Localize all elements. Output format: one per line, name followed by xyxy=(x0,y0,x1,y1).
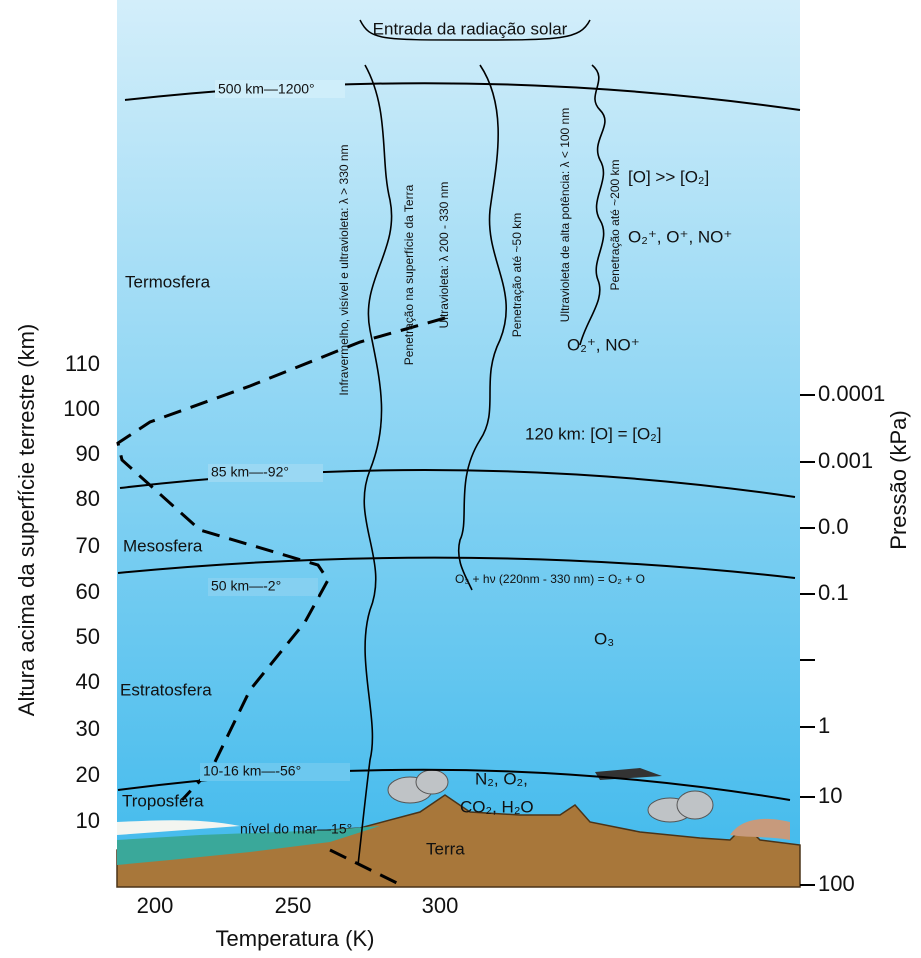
axis-title: Temperatura (K) xyxy=(216,926,375,951)
tick-label: 250 xyxy=(275,893,312,918)
radiation-waves xyxy=(357,64,606,866)
chem-label: N₂, O₂, xyxy=(475,769,528,788)
tick-label: 0.001 xyxy=(818,448,873,473)
chem-label: O₂⁺, NO⁺ xyxy=(567,335,640,354)
tick-label: 100 xyxy=(63,396,100,421)
sea xyxy=(117,826,380,865)
label-bg xyxy=(208,578,318,596)
chemistry-labels: [O] >> [O₂] O₂⁺, O⁺, NO⁺ 120 km: [O] = [… xyxy=(455,167,732,816)
ground xyxy=(116,794,801,888)
boundary-label: 85 km—-92° xyxy=(211,464,289,480)
cloud xyxy=(647,790,714,823)
chem-label: O₂⁺, O⁺, NO⁺ xyxy=(628,227,732,246)
tick-label: 100 xyxy=(818,871,855,896)
temperature-profile xyxy=(329,848,406,889)
radiation-labels: Infravermelho, visível e ultravioleta: λ… xyxy=(337,108,622,396)
tick-label: 20 xyxy=(76,762,100,787)
radiation-label: Ultravioleta: λ 200 - 330 nm xyxy=(437,182,451,329)
boundary-label: nível do mar—15° xyxy=(240,821,352,837)
axis-title: Pressão (kPa) xyxy=(886,410,911,549)
tick-label: 0.0 xyxy=(818,514,849,539)
brace xyxy=(359,19,591,41)
volcano-plume xyxy=(730,818,790,840)
boundary-label: 500 km—1200° xyxy=(218,81,315,97)
tick-label: 60 xyxy=(76,579,100,604)
tick-label: 200 xyxy=(137,893,174,918)
tick-label: 0.0001 xyxy=(818,381,885,406)
radiation-label: Infravermelho, visível e ultravioleta: λ… xyxy=(337,144,351,395)
tick-label: 70 xyxy=(76,533,100,558)
label-bg xyxy=(208,464,323,482)
chem-label: [O] >> [O₂] xyxy=(628,167,709,186)
ice xyxy=(117,820,240,835)
chem-label: O₃ xyxy=(594,629,614,648)
right-axis: 0.0001 0.001 0.0 0.1 1 10 100 xyxy=(818,381,885,896)
tick-label: 10 xyxy=(76,808,100,833)
layer-label: Troposfera xyxy=(122,791,204,810)
tick-label: 0.1 xyxy=(818,580,849,605)
layer-labels: Termosfera Mesosfera Estratosfera Tropos… xyxy=(120,272,212,810)
label-bg xyxy=(200,763,350,781)
right-axis-ticks xyxy=(800,394,815,886)
chem-label: 120 km: [O] = [O₂] xyxy=(525,424,662,443)
radiation-label: Penetração até ~200 km xyxy=(608,159,622,290)
radiation-label: Penetração até ~50 km xyxy=(510,213,524,337)
ground-label: Terra xyxy=(426,839,465,858)
tick-label: 110 xyxy=(65,351,100,376)
tick-label: 10 xyxy=(818,783,842,808)
tick-label: 90 xyxy=(76,441,100,466)
temperature-profile xyxy=(116,316,446,802)
boundary-label: 50 km—-2° xyxy=(211,578,281,594)
tick-label: 1 xyxy=(818,713,830,738)
left-axis: 110 100 90 80 70 60 50 40 30 20 10 xyxy=(63,351,100,833)
layer-label: Mesosfera xyxy=(123,536,203,555)
tick-label: 300 xyxy=(422,893,459,918)
cloud xyxy=(387,769,449,804)
boundary-labels: 500 km—1200° 85 km—-92° 50 km—-2° 10-16 … xyxy=(200,80,352,837)
tick-label: 50 xyxy=(76,624,100,649)
label-bg xyxy=(215,80,345,98)
axis-title: Altura acima da superfície terrestre (km… xyxy=(14,324,39,716)
bottom-axis: 200 250 300 xyxy=(137,893,459,918)
title: Entrada da radiação solar xyxy=(373,19,568,38)
radiation-label: Penetração na superfície da Terra xyxy=(402,184,416,365)
chem-label: CO₂, H₂O xyxy=(460,797,534,816)
radiation-label: Ultravioleta de alta potência: λ < 100 n… xyxy=(558,108,572,322)
tick-label: 80 xyxy=(76,486,100,511)
tick-label: 30 xyxy=(76,716,100,741)
boundary-label: 10-16 km—-56° xyxy=(203,763,301,779)
sky-panel xyxy=(117,0,800,887)
layer-label: Termosfera xyxy=(125,272,211,291)
tick-label: 40 xyxy=(76,669,100,694)
layer-label: Estratosfera xyxy=(120,680,212,699)
chem-label: O₃ + hν (220nm - 330 nm) = O₂ + O xyxy=(455,572,645,586)
